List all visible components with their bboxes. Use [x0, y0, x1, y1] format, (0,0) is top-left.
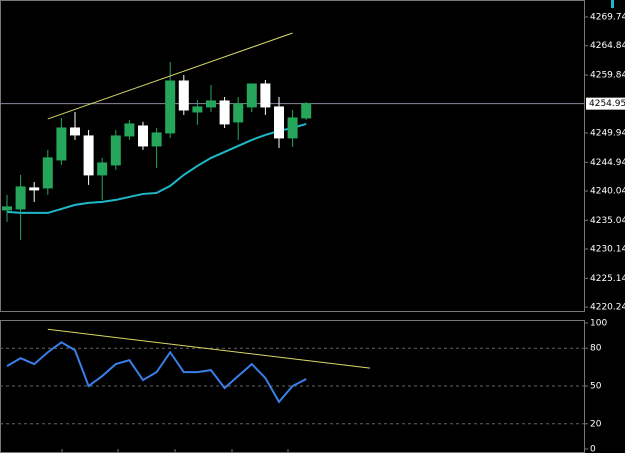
candle-body: [138, 125, 148, 147]
y-tick-label: 20: [590, 419, 602, 429]
candle-body: [42, 157, 53, 189]
y-tick-label: 4249.94: [590, 129, 625, 139]
candle-body: [2, 206, 12, 211]
y-tick-label: 4235.04: [590, 216, 625, 226]
current-price-box: [586, 97, 625, 110]
candle-body: [97, 162, 108, 176]
y-tick-label: 0: [590, 445, 596, 453]
y-tick-label: 4225.14: [590, 274, 625, 284]
y-tick-label: 100: [590, 319, 607, 329]
y-tick-label: 80: [590, 344, 602, 354]
y-tick-label: 4264.84: [590, 41, 625, 51]
y-tick-label: 4244.94: [590, 158, 625, 168]
y-tick-label: 4259.84: [590, 70, 625, 80]
candle-body: [165, 80, 176, 134]
trendline: [47, 32, 293, 120]
candle-body: [56, 127, 67, 161]
candle-body: [124, 123, 135, 137]
candle-body: [192, 106, 203, 113]
x-axis-ticks: [61, 449, 289, 453]
candle-body: [246, 83, 257, 108]
candle-body: [287, 117, 298, 139]
y-tick-label: 4269.74: [590, 12, 625, 22]
candle-body: [70, 127, 80, 136]
candle-body: [274, 106, 284, 139]
candle-body: [83, 135, 94, 176]
moving-average: [6, 122, 307, 214]
scroll-marker: [611, 0, 614, 8]
y-tick-label: 4240.04: [590, 187, 625, 197]
y-tick-label: 4230.14: [590, 245, 625, 255]
rsi-line: [6, 341, 307, 404]
candle-body: [110, 135, 121, 166]
candle-body: [206, 100, 216, 108]
candle-body: [260, 83, 271, 108]
candle-body: [301, 103, 312, 119]
price-panel-frame: [0, 0, 585, 312]
current-price-label: 4254.95: [589, 99, 625, 109]
y-tick-label: 4220.24: [590, 303, 625, 313]
y-tick-label: 50: [590, 382, 602, 392]
candle-body: [151, 132, 162, 147]
candle-body: [219, 100, 230, 125]
candle-body: [29, 187, 40, 191]
candle-body: [178, 80, 189, 111]
trendline: [47, 328, 371, 369]
candle-body: [15, 186, 26, 210]
candle-body: [233, 103, 244, 123]
